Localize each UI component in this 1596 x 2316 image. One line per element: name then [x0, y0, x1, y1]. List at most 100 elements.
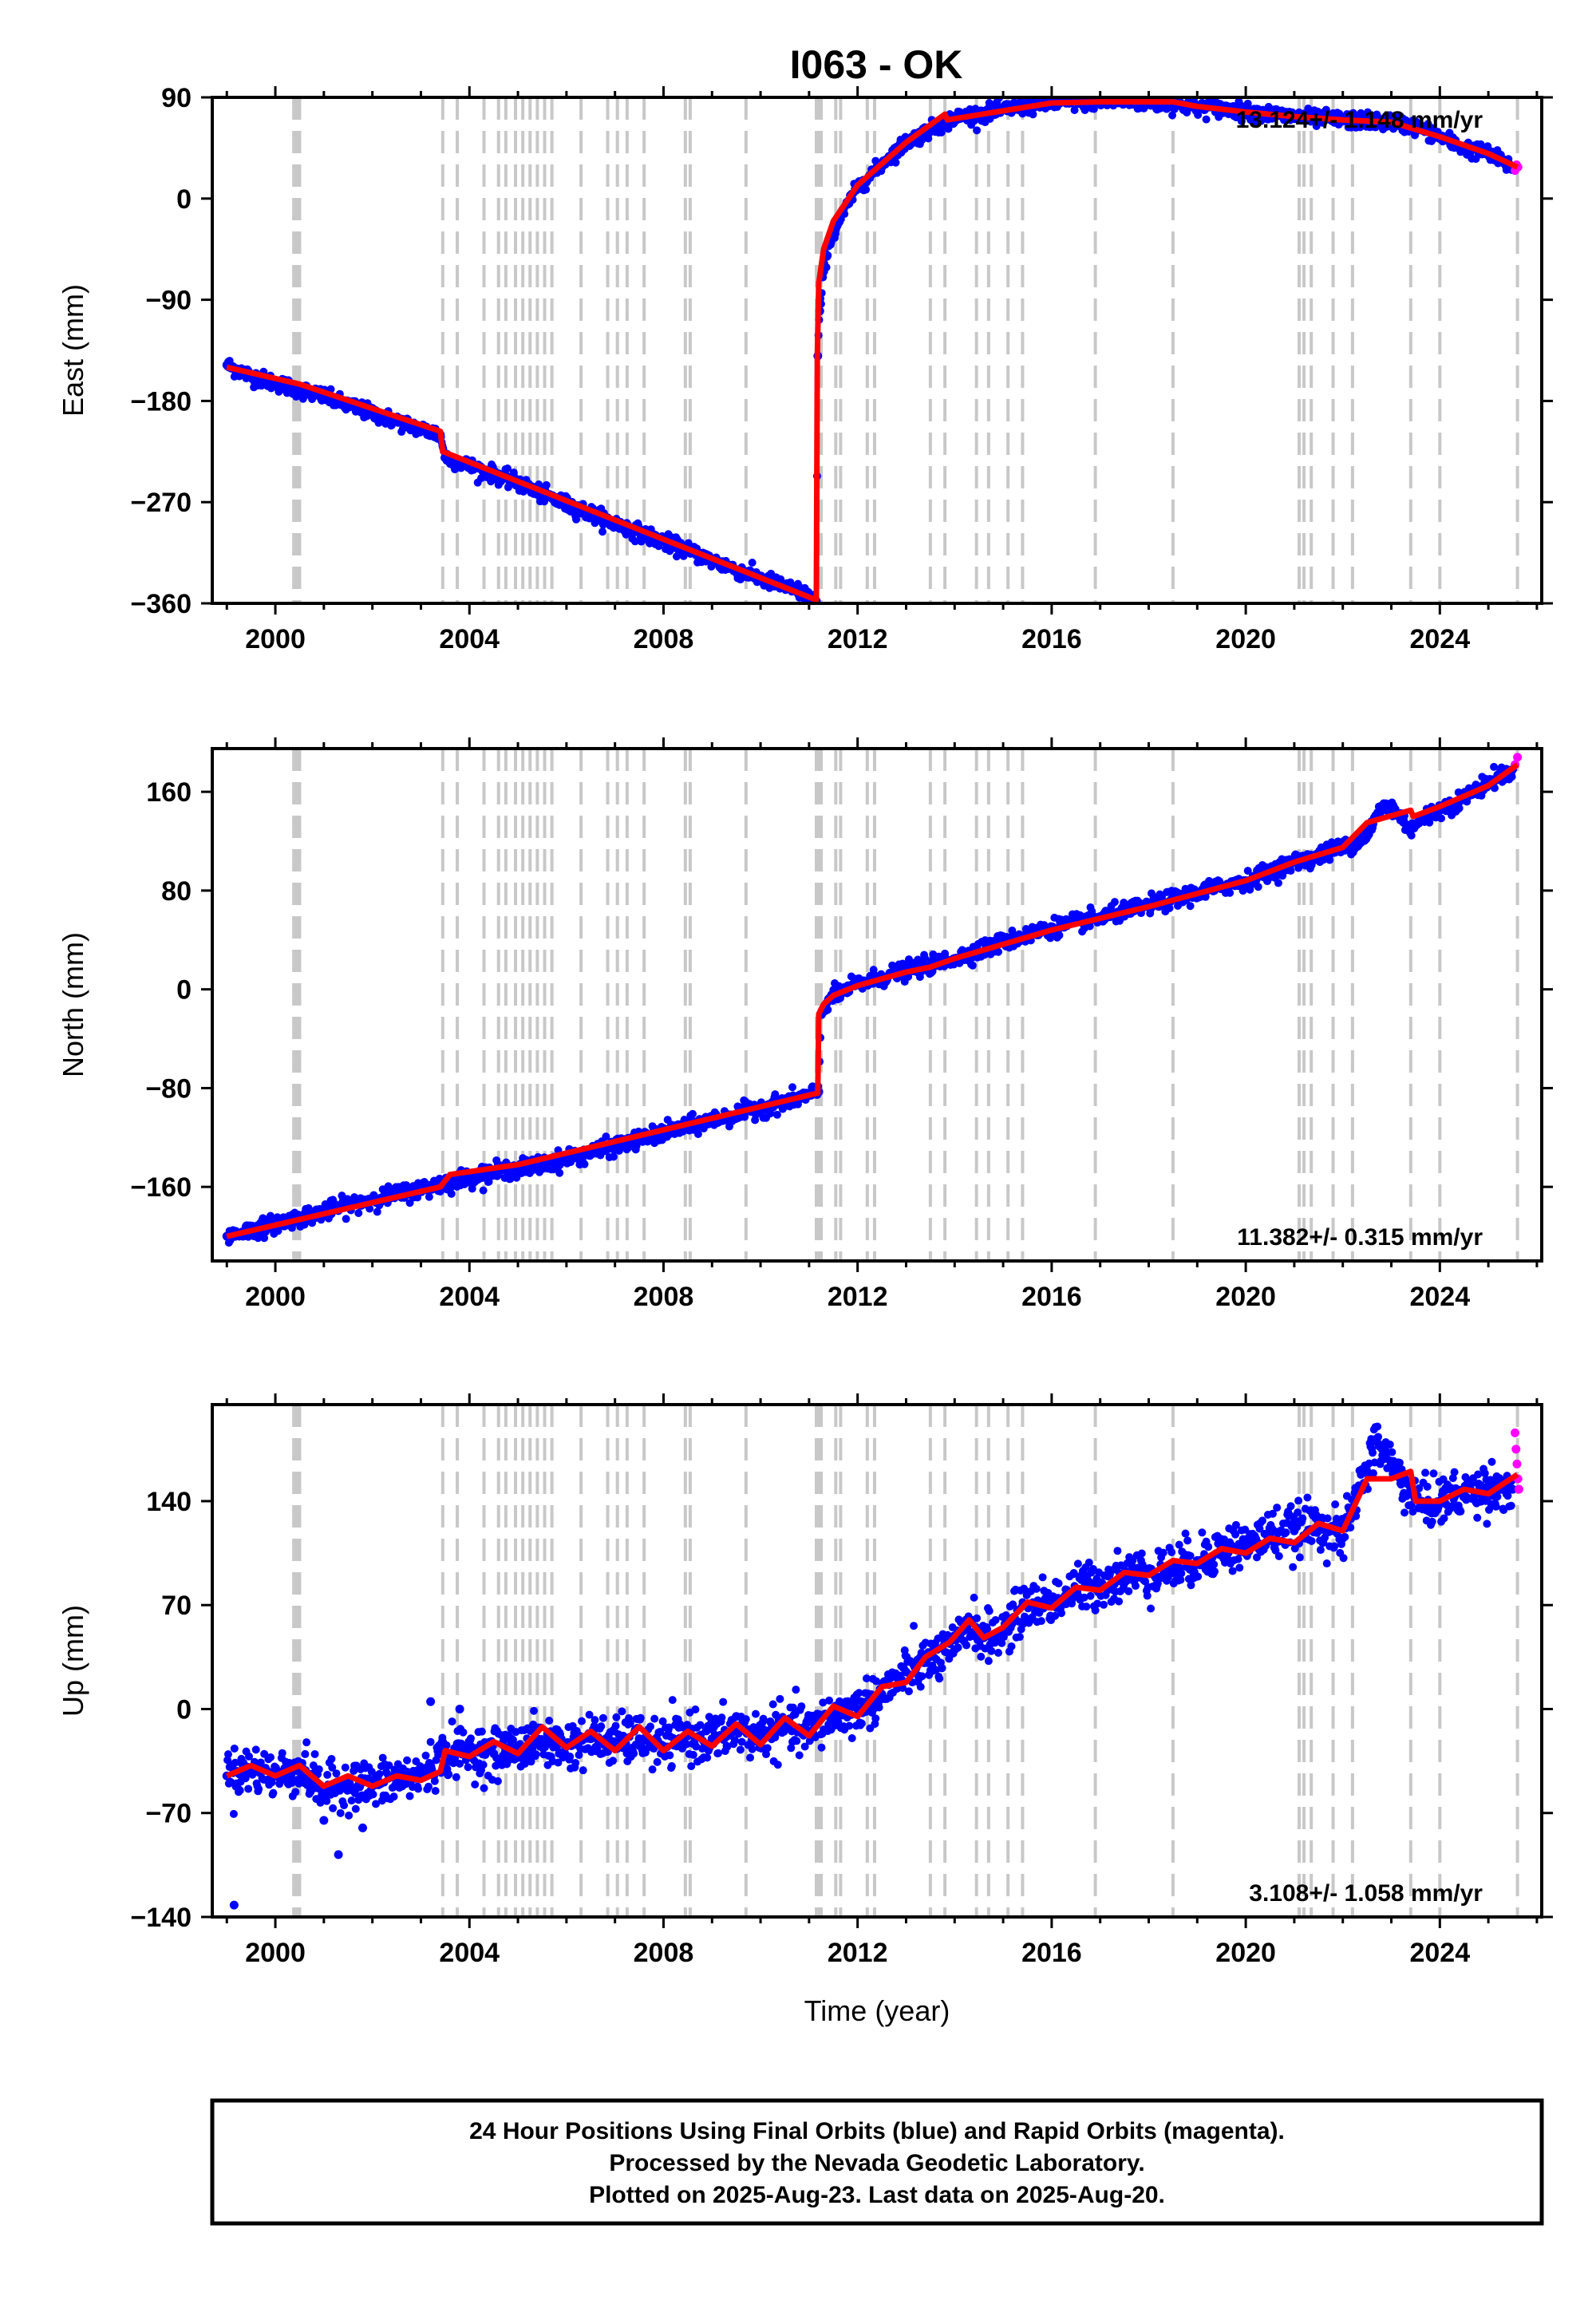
up-final-orbits-point — [612, 1713, 621, 1721]
up-final-orbits-point — [696, 1721, 705, 1729]
east-final-orbits-point — [822, 263, 831, 271]
up-final-orbits-point — [787, 1744, 796, 1753]
up-final-orbits-point — [301, 1749, 310, 1758]
east-rate-label: 13.124+/- 1.148 mm/yr — [1236, 107, 1483, 133]
up-final-orbits-point — [691, 1705, 700, 1713]
east-x-tick-label: 2004 — [439, 624, 500, 654]
up-final-orbits-point — [656, 1728, 665, 1737]
north-final-orbits-point — [274, 1227, 282, 1235]
north-final-orbits-point — [266, 1211, 275, 1220]
north-x-tick-label: 2024 — [1409, 1282, 1470, 1312]
up-final-orbits-series — [222, 1422, 1518, 1820]
up-final-orbits-point — [269, 1788, 278, 1797]
up-final-orbits-point — [667, 1762, 676, 1771]
up-final-orbits-point — [452, 1773, 460, 1781]
east-x-axis: 2000 2004 2008 2012 2016 2020 2024 — [225, 86, 1539, 654]
up-final-orbits-point — [636, 1713, 645, 1722]
up-final-orbits-point — [714, 1749, 723, 1757]
up-final-orbits-point — [351, 1804, 360, 1813]
up-final-orbits-point — [598, 1713, 607, 1722]
up-final-orbits-point — [730, 1736, 739, 1745]
up-final-orbits-point — [413, 1784, 422, 1793]
up-final-orbits-point — [646, 1722, 654, 1731]
up-final-orbits-point — [552, 1743, 561, 1752]
north-x-tick-label: 2012 — [828, 1282, 888, 1312]
north-final-orbits-point — [484, 1177, 493, 1186]
up-final-orbits-point — [508, 1736, 517, 1745]
up-final-orbits-point — [719, 1697, 728, 1706]
up-final-orbits-point — [648, 1765, 657, 1774]
up-final-orbits-point — [692, 1742, 701, 1751]
up-final-orbits-point — [566, 1752, 575, 1761]
east-panel: 2000 2004 2008 2012 2016 2020 2024−360−270−180… — [57, 83, 1553, 654]
up-final-orbits-point — [421, 1751, 430, 1760]
north-final-orbits-point — [602, 1132, 610, 1141]
up-final-orbits-point — [431, 1786, 440, 1795]
east-y-tick-label: −180 — [130, 386, 192, 417]
east-final-orbits-point — [937, 128, 946, 136]
up-final-orbits-point — [768, 1700, 777, 1709]
up-final-orbits-point — [329, 1804, 338, 1812]
up-final-orbits-point — [367, 1767, 376, 1776]
north-x-tick-label: 2020 — [1215, 1282, 1276, 1312]
up-final-orbits-point — [456, 1759, 464, 1768]
north-panel: 2000 2004 2008 2012 2016 2020 2024−160−8008016… — [57, 737, 1553, 1312]
up-final-orbits-point — [223, 1750, 232, 1759]
east-y-tick-label: 0 — [176, 184, 192, 215]
east-final-orbits-point — [1070, 105, 1079, 114]
up-final-orbits-point — [378, 1753, 387, 1762]
north-final-orbits-point — [693, 1129, 702, 1138]
north-final-orbits-point — [1490, 784, 1499, 792]
up-final-orbits-point — [579, 1766, 587, 1775]
east-x-tick-label: 2012 — [828, 624, 888, 654]
up-final-orbits-point — [245, 1752, 254, 1761]
up-final-orbits-point — [751, 1709, 760, 1718]
up-final-orbits-point — [531, 1750, 540, 1759]
up-final-orbits-point — [792, 1686, 800, 1694]
up-final-orbits-point — [451, 1754, 460, 1763]
up-event-lines — [292, 1405, 1519, 1917]
north-final-orbits-point — [260, 1234, 269, 1243]
up-final-orbits-point — [575, 1751, 583, 1760]
up-final-orbits-point — [626, 1719, 634, 1728]
up-panel: 2000 2004 2008 2012 2016 2020 2024−140−7007014… — [57, 1393, 1553, 2027]
up-final-orbits-point — [425, 1782, 433, 1791]
up-final-orbits-point — [336, 1808, 345, 1817]
east-x-tick-label: 2020 — [1215, 624, 1276, 654]
up-final-orbits-point — [759, 1714, 768, 1723]
north-final-orbits-point — [1046, 934, 1055, 943]
up-final-orbits-point — [554, 1758, 563, 1767]
east-final-orbits-point — [862, 185, 871, 194]
north-final-orbits-point — [688, 1109, 697, 1118]
up-final-orbits-point — [442, 1741, 451, 1749]
up-final-orbits-point — [244, 1784, 253, 1793]
up-final-orbits-point — [611, 1721, 620, 1730]
up-final-orbits-point — [571, 1758, 580, 1767]
up-final-orbits-point — [492, 1761, 500, 1770]
up-final-orbits-point — [466, 1734, 475, 1743]
north-final-orbits-point — [405, 1199, 414, 1207]
up-final-orbits-point — [322, 1796, 331, 1805]
east-y-tick-label: 90 — [161, 83, 192, 113]
up-final-orbits-point — [855, 1689, 863, 1697]
up-final-orbits-point — [748, 1745, 757, 1753]
up-final-orbits-point — [375, 1769, 384, 1778]
up-final-orbits-point — [291, 1788, 300, 1796]
up-final-orbits-point — [471, 1780, 480, 1788]
east-x-tick-label: 2008 — [634, 624, 694, 654]
up-final-orbits-point — [545, 1717, 554, 1725]
east-data — [222, 97, 1523, 603]
up-final-orbits-point — [369, 1790, 377, 1799]
up-final-orbits-point — [405, 1792, 414, 1800]
up-final-orbits-point — [773, 1761, 782, 1769]
up-final-orbits-point — [763, 1744, 772, 1753]
north-final-orbits-point — [1274, 879, 1282, 887]
north-final-orbits-point — [1110, 898, 1119, 907]
north-final-orbits-point — [342, 1215, 350, 1223]
up-final-orbits-point — [862, 1674, 871, 1683]
up-final-orbits-point — [736, 1745, 745, 1754]
up-final-orbits-point — [668, 1696, 677, 1705]
up-final-orbits-point — [231, 1758, 239, 1767]
